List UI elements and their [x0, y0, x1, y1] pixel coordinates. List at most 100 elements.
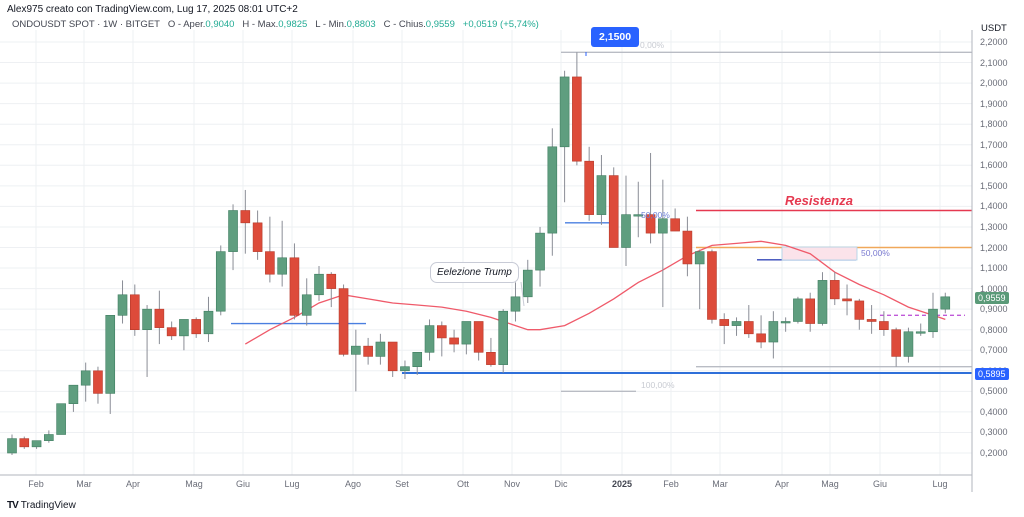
candle[interactable]	[130, 284, 140, 336]
candle[interactable]	[793, 296, 803, 324]
candle[interactable]	[351, 329, 361, 392]
price-tick: 0,7000	[980, 345, 1008, 356]
time-tick: Ago	[344, 479, 362, 489]
resistance-label[interactable]: Resistenza	[785, 193, 853, 208]
candle[interactable]	[228, 204, 238, 271]
price-tick: 0,8000	[980, 324, 1008, 335]
price-tick: 1,9000	[980, 98, 1008, 109]
time-tick: Apr	[774, 479, 790, 489]
candle[interactable]	[731, 317, 742, 336]
candle[interactable]	[473, 321, 484, 361]
candle[interactable]	[510, 282, 521, 322]
candle[interactable]	[301, 278, 312, 326]
candle[interactable]	[166, 321, 177, 340]
candle[interactable]	[449, 329, 459, 353]
candles	[7, 52, 951, 456]
candle[interactable]	[498, 309, 509, 373]
candle[interactable]	[584, 146, 594, 221]
candle[interactable]	[68, 384, 79, 412]
candle[interactable]	[424, 319, 435, 361]
time-tick: 2025	[611, 479, 633, 489]
time-tick: Dic	[554, 479, 568, 489]
candle[interactable]	[400, 360, 410, 380]
candle[interactable]	[805, 292, 816, 332]
candle[interactable]	[375, 333, 386, 365]
candle[interactable]	[461, 321, 472, 355]
candle[interactable]	[719, 313, 730, 345]
price-tick: 0,9000	[980, 304, 1008, 315]
high-label: H - Max.	[242, 19, 279, 30]
candle[interactable]	[645, 152, 656, 244]
candle[interactable]	[277, 220, 287, 287]
candle[interactable]	[658, 179, 668, 308]
time-tick: Mag	[185, 479, 203, 489]
candle[interactable]	[866, 305, 877, 334]
candle[interactable]	[596, 155, 607, 225]
open-value: 0,9040	[205, 19, 235, 30]
tradingview-logo-icon: TV	[7, 500, 19, 511]
candle[interactable]	[854, 298, 865, 330]
candle[interactable]	[436, 321, 447, 357]
candle[interactable]	[80, 362, 91, 402]
candle[interactable]	[314, 265, 324, 301]
price-tick: 1,8000	[980, 119, 1008, 130]
candle[interactable]	[93, 366, 103, 404]
peak-price-callout[interactable]: 2,1500	[591, 27, 640, 47]
candle[interactable]	[621, 175, 631, 266]
candle[interactable]	[547, 128, 558, 256]
candle[interactable]	[326, 272, 337, 308]
candle[interactable]	[31, 440, 42, 449]
candle[interactable]	[486, 337, 496, 367]
candle[interactable]	[289, 243, 300, 320]
candle[interactable]	[142, 305, 152, 377]
chart-grid	[0, 30, 972, 475]
tradingview-footer[interactable]: TV TradingView	[7, 500, 76, 511]
candle[interactable]	[412, 352, 423, 375]
candle[interactable]	[559, 70, 570, 203]
candle[interactable]	[608, 167, 619, 248]
candle[interactable]	[817, 272, 828, 326]
candle[interactable]	[265, 216, 275, 283]
candle[interactable]	[117, 280, 128, 324]
candle[interactable]	[707, 249, 717, 324]
candle[interactable]	[928, 292, 938, 338]
candle[interactable]	[522, 259, 533, 303]
candle[interactable]	[7, 434, 17, 456]
candle[interactable]	[572, 52, 582, 166]
candle[interactable]	[363, 337, 373, 365]
candle[interactable]	[903, 327, 914, 363]
candle[interactable]	[179, 319, 189, 351]
candle[interactable]	[891, 327, 901, 367]
candle[interactable]	[682, 216, 693, 277]
candle[interactable]	[842, 284, 852, 316]
candle[interactable]	[19, 436, 30, 449]
time-tick: Lug	[932, 479, 948, 489]
candle[interactable]	[191, 317, 201, 338]
candle[interactable]	[535, 226, 545, 287]
candle[interactable]	[633, 181, 644, 238]
candle[interactable]	[252, 210, 263, 260]
candle[interactable]	[56, 403, 66, 435]
candle[interactable]	[338, 284, 349, 357]
candle[interactable]	[940, 292, 951, 314]
candle[interactable]	[670, 208, 680, 232]
candle[interactable]	[203, 296, 214, 343]
candle[interactable]	[44, 430, 54, 443]
candle[interactable]	[780, 317, 791, 332]
election-annotation[interactable]: Eelezione Trump	[430, 262, 519, 283]
candle[interactable]	[756, 315, 766, 349]
candle[interactable]	[829, 272, 840, 306]
candle[interactable]	[915, 323, 926, 336]
candle[interactable]	[215, 245, 226, 316]
candle[interactable]	[743, 305, 754, 338]
candle[interactable]	[694, 249, 705, 310]
candle[interactable]	[768, 311, 779, 359]
price-tick: 2,1000	[980, 57, 1008, 68]
candle[interactable]	[387, 341, 398, 377]
candle[interactable]	[879, 311, 889, 336]
candle[interactable]	[105, 315, 116, 414]
candle[interactable]	[154, 290, 165, 345]
candle[interactable]	[240, 189, 251, 254]
time-tick: Feb	[663, 479, 679, 489]
